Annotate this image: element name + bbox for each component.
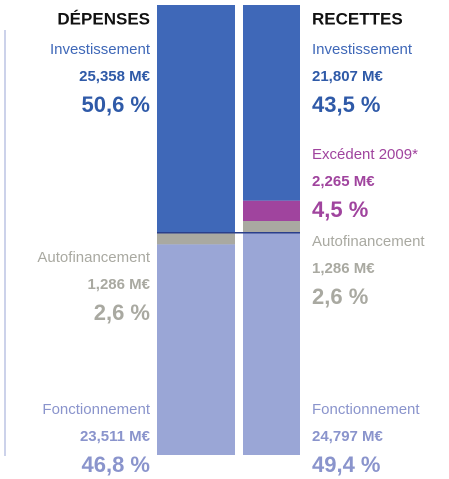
segment-share: 4,5 % bbox=[312, 197, 368, 222]
segment-share: 2,6 % bbox=[94, 300, 150, 325]
segment-value: 21,807 M€ bbox=[312, 68, 384, 85]
segment-share: 50,6 % bbox=[82, 92, 151, 117]
segment-share: 43,5 % bbox=[312, 92, 381, 117]
segment-value: 24,797 M€ bbox=[312, 428, 384, 445]
segment-value: 25,358 M€ bbox=[79, 68, 151, 85]
segment-name: Investissement bbox=[50, 41, 151, 58]
segment bbox=[243, 200, 300, 221]
segment-name: Autofinancement bbox=[312, 233, 425, 250]
segment-name: Excédent 2009* bbox=[312, 146, 418, 163]
segment-name: Investissement bbox=[312, 41, 413, 58]
segment bbox=[157, 244, 235, 455]
segment bbox=[243, 221, 300, 233]
segment-name: Fonctionnement bbox=[312, 401, 420, 418]
segment-share: 2,6 % bbox=[312, 284, 368, 309]
segment-value: 2,265 M€ bbox=[312, 173, 375, 190]
segment bbox=[157, 232, 235, 245]
segment-value: 23,511 M€ bbox=[80, 428, 151, 445]
segment-value: 1,286 M€ bbox=[312, 260, 375, 277]
segment-share: 46,8 % bbox=[82, 452, 151, 477]
segment bbox=[243, 232, 300, 455]
segment-share: 49,4 % bbox=[312, 452, 381, 477]
segment-name: Autofinancement bbox=[37, 249, 150, 266]
segment-value: 1,286 M€ bbox=[87, 276, 150, 293]
segment bbox=[157, 5, 235, 233]
column-title: DÉPENSES bbox=[57, 9, 150, 28]
segment-name: Fonctionnement bbox=[42, 401, 150, 418]
column-title: RECETTES bbox=[312, 9, 403, 28]
segment bbox=[243, 5, 300, 201]
